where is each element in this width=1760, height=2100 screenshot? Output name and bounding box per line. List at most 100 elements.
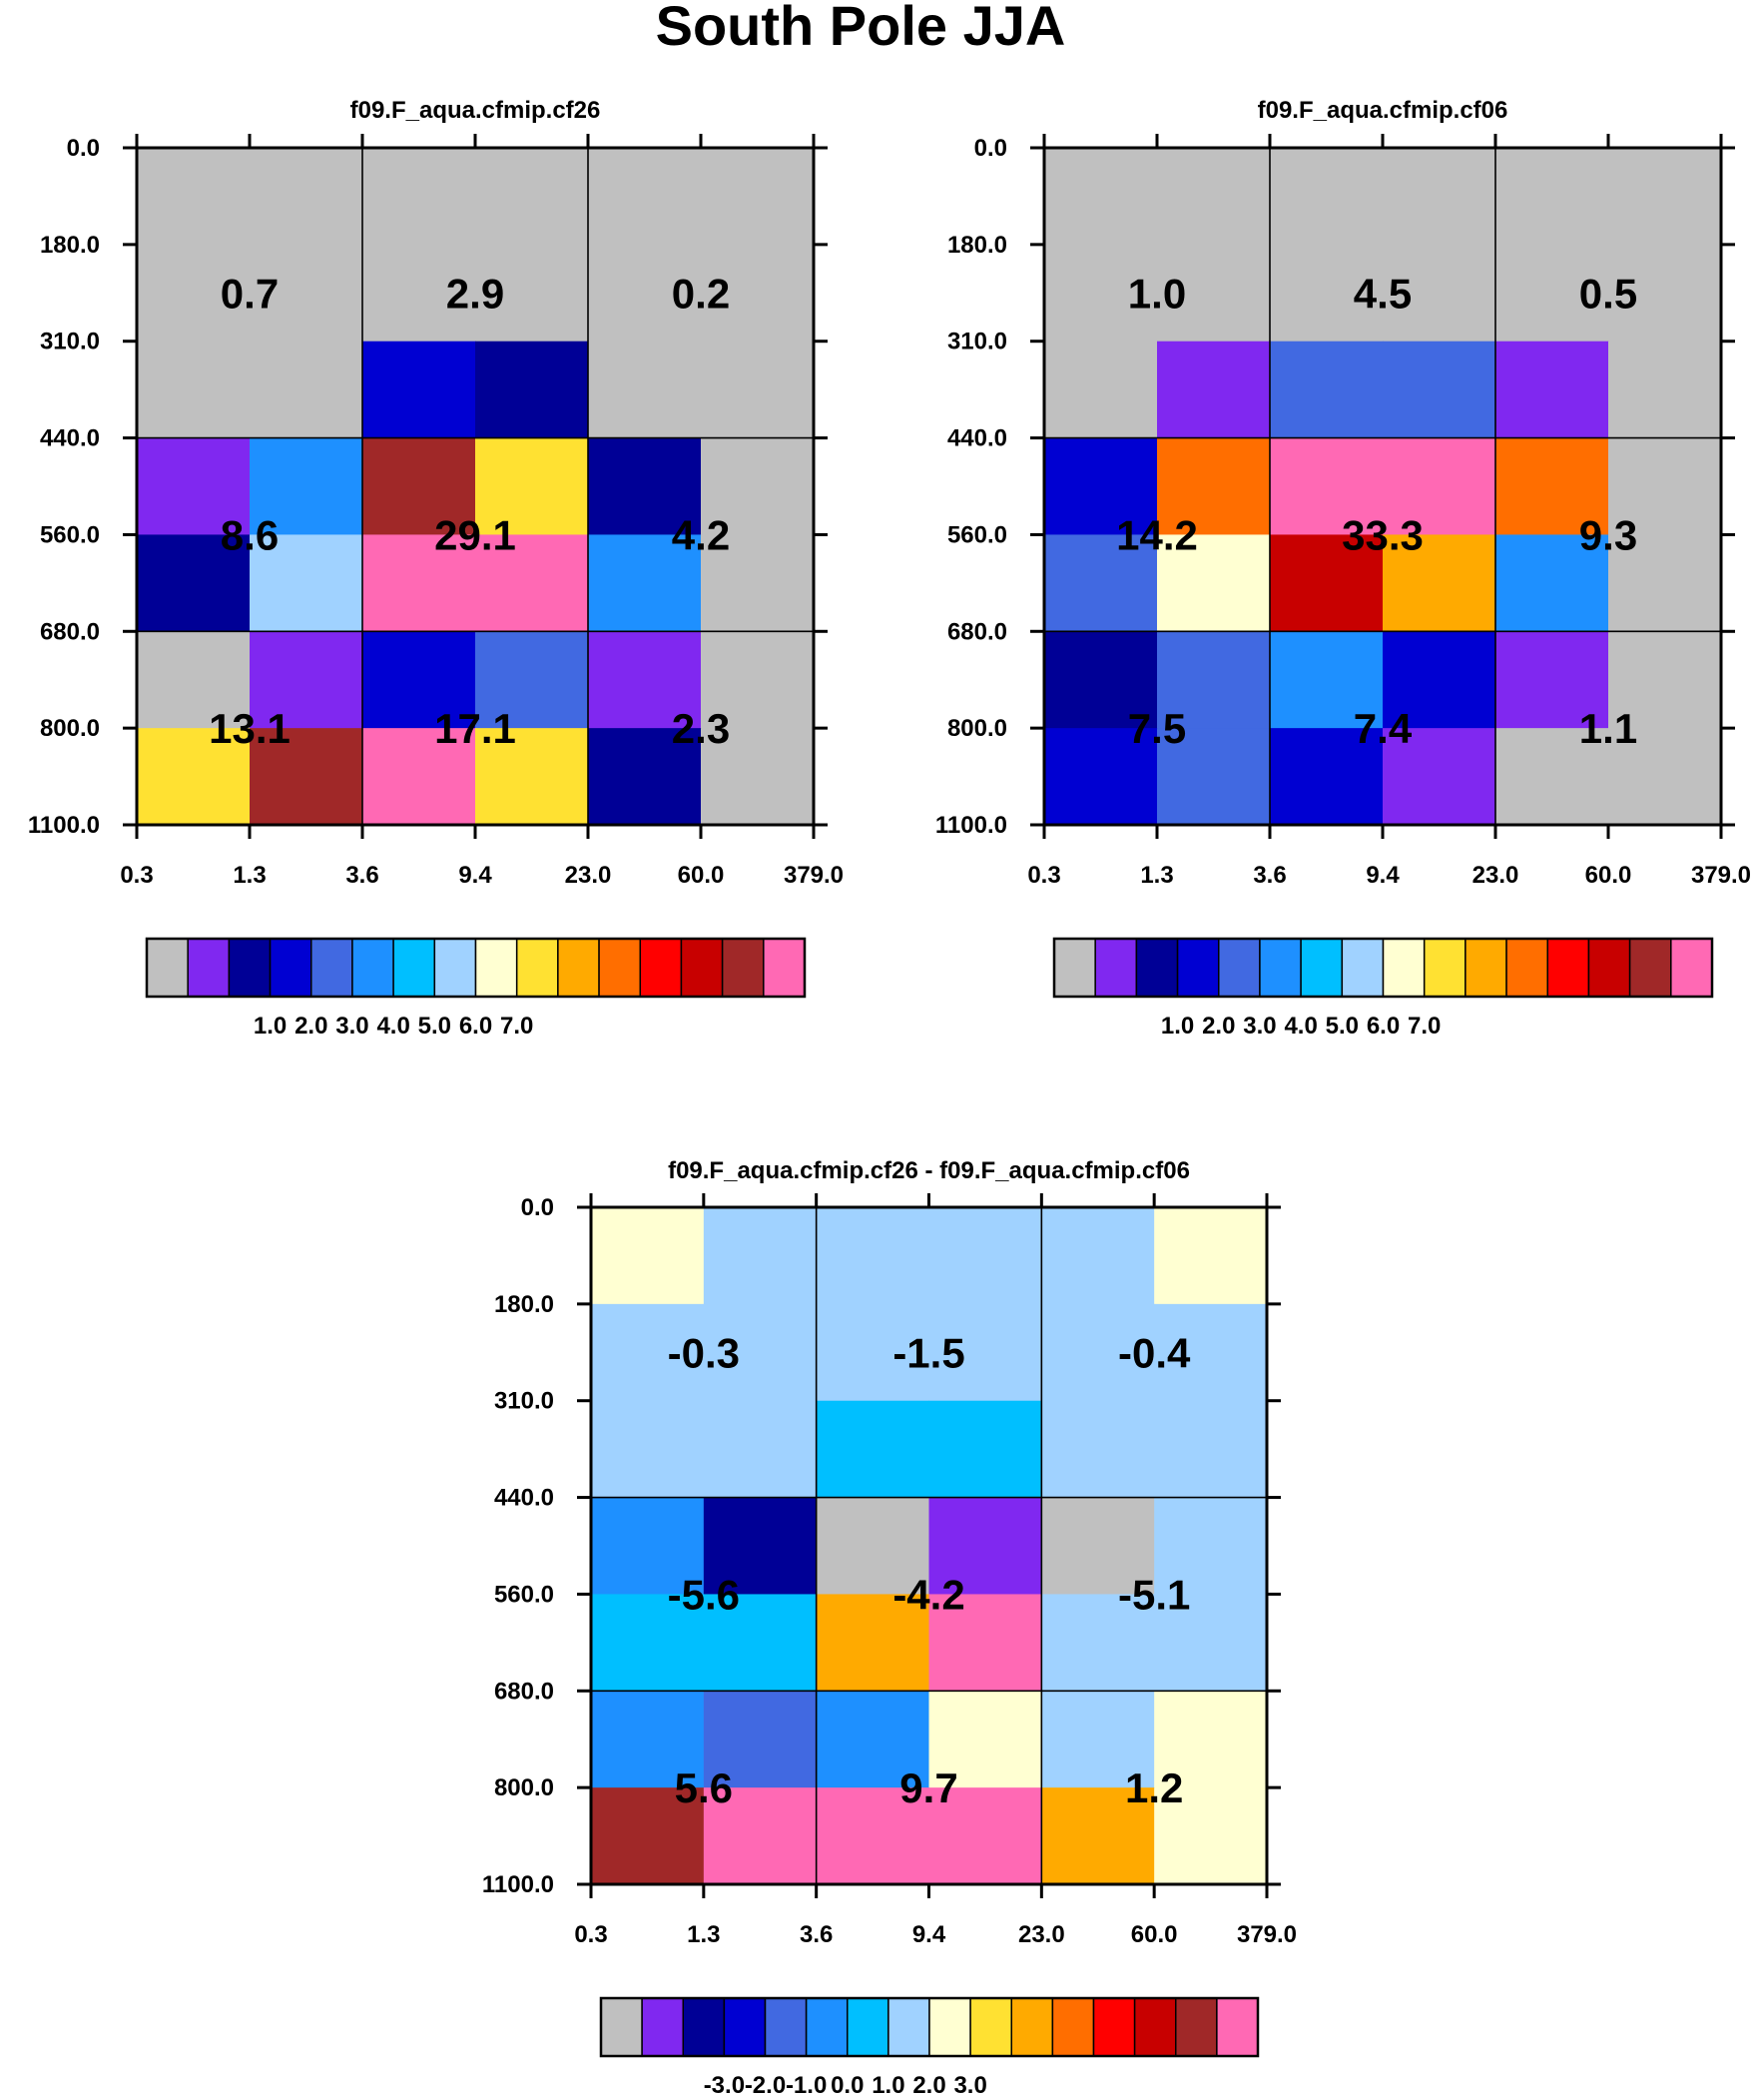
heatmap-cell: [475, 728, 589, 826]
block-grid: [591, 1207, 1267, 1884]
x-tick-label: 23.0: [1018, 1921, 1065, 1948]
y-tick-label: 180.0: [40, 232, 100, 259]
colorbar-label: 4.0: [1284, 1013, 1317, 1040]
block-value-label: 8.6: [221, 511, 279, 558]
x-tick-label: 0.3: [1027, 862, 1060, 889]
heatmap-cell: [701, 631, 815, 729]
heatmap-cell: [362, 244, 476, 343]
heatmap-cell: [1041, 1594, 1155, 1692]
heatmap-cell: [1154, 1691, 1268, 1788]
heatmap-cell: [1044, 244, 1158, 343]
heatmap-cell: [137, 341, 251, 439]
x-tick-label: 379.0: [1691, 862, 1751, 889]
heatmap-cell: [137, 148, 251, 246]
colorbar-label: 3.0: [953, 2072, 986, 2099]
y-tick-label: 310.0: [947, 329, 1007, 355]
block-value-label: 1.0: [1128, 270, 1186, 317]
colorbar-swatch: [763, 938, 806, 998]
heatmap-cell: [703, 1207, 818, 1305]
colorbar-label: 6.0: [459, 1013, 492, 1040]
x-tick-label: 3.6: [800, 1921, 833, 1948]
colorbar-swatch: [1423, 938, 1467, 998]
colorbar-swatch: [969, 1997, 1012, 2057]
heatmap-cell: [1608, 728, 1722, 826]
heatmap-cell: [1270, 437, 1384, 536]
y-tick-label: 1100.0: [482, 1871, 554, 1898]
block-value-label: 0.2: [672, 270, 730, 317]
x-tick-label: 23.0: [565, 862, 612, 889]
colorbar-swatch: [1465, 938, 1507, 998]
x-tick-label: 3.6: [1253, 862, 1286, 889]
y-tick-label: 310.0: [494, 1388, 554, 1415]
colorbar-swatch: [805, 1997, 849, 2057]
block-value-label: -0.3: [668, 1329, 740, 1376]
heatmap-cell: [1044, 148, 1158, 246]
x-tick-label: 379.0: [784, 862, 844, 889]
heatmap-cell: [1608, 341, 1722, 439]
y-tick-label: 680.0: [40, 618, 100, 645]
colorbar-swatch: [269, 938, 312, 998]
panel-3: f09.F_aqua.cfmip.cf26 - f09.F_aqua.cfmip…: [482, 1157, 1297, 2099]
y-tick-label: 440.0: [947, 425, 1007, 452]
colorbar-swatch: [1133, 1997, 1177, 2057]
x-tick-label: 9.4: [458, 862, 492, 889]
axes: 0.3 1.3 3.6 9.4 23.0 60.0 379.0 0.0 180.0 310.0 44…: [935, 134, 1751, 889]
heatmap-cell: [701, 148, 815, 246]
heatmap-cell: [591, 1691, 705, 1788]
y-tick-label: 440.0: [494, 1485, 554, 1512]
heatmap-cell: [928, 1303, 1042, 1402]
heatmap-cell: [816, 1787, 930, 1885]
heatmap-cell: [1157, 728, 1271, 826]
heatmap-cell: [1154, 1787, 1268, 1885]
heatmap-cell: [703, 1497, 818, 1596]
y-tick-label: 180.0: [947, 232, 1007, 259]
heatmap-cell: [588, 534, 702, 632]
heatmap-cell: [362, 148, 476, 246]
heatmap-cell: [1157, 244, 1271, 343]
heatmap-cell: [1041, 1691, 1155, 1788]
heatmap-cell: [703, 1400, 818, 1499]
heatmap-cell: [1608, 631, 1722, 729]
block-value-label: 1.2: [1125, 1764, 1183, 1811]
y-tick-label: 560.0: [40, 521, 100, 548]
heatmap-cell: [1270, 341, 1384, 439]
colorbar-swatch: [1259, 938, 1302, 998]
block-value-label: 33.3: [1342, 511, 1424, 558]
block-value-label: 0.5: [1579, 270, 1637, 317]
block-values: 0.7 2.9 0.2 8.6 29.1 4.2 13.1 17.1 2.3: [209, 270, 730, 752]
heatmap-cell: [588, 244, 702, 343]
block-value-label: -5.6: [668, 1571, 740, 1618]
colorbar-swatch: [682, 1997, 726, 2057]
heatmap-cell: [1041, 1303, 1155, 1402]
block-value-label: 7.4: [1354, 705, 1413, 752]
colorbar-swatch: [1051, 1997, 1095, 2057]
heatmap-cells: [137, 148, 815, 826]
heatmap-cell: [1608, 148, 1722, 246]
colorbar-swatch: [392, 938, 436, 998]
y-tick-label: 800.0: [947, 715, 1007, 742]
colorbar-swatch: [847, 1997, 889, 2057]
colorbar-swatch: [1341, 938, 1385, 998]
colorbar: 1.0 2.0 3.0 4.0 5.0 6.0 7.0: [1052, 937, 1714, 1040]
heatmap-cell: [1157, 148, 1271, 246]
x-tick-label: 0.3: [574, 1921, 607, 1948]
heatmap-cell: [1270, 631, 1384, 729]
colorbar-swatch: [641, 1997, 684, 2057]
heatmap-cell: [1157, 341, 1271, 439]
block-value-label: 4.5: [1354, 270, 1412, 317]
heatmap-cell: [588, 437, 702, 536]
heatmap-cell: [1608, 244, 1722, 343]
colorbar-label: 6.0: [1367, 1013, 1400, 1040]
colorbar-label: -2.0: [745, 2072, 786, 2099]
x-tick-label: 1.3: [1140, 862, 1173, 889]
panel-1: f09.F_aqua.cfmip.cf26 0.3 1.3 3.6 9.4 23.0 60.…: [28, 97, 844, 1040]
colorbar-swatch: [1670, 938, 1713, 998]
colorbar-label: 4.0: [376, 1013, 409, 1040]
heatmap-cell: [1154, 1594, 1268, 1692]
block-value-label: 4.2: [672, 511, 730, 558]
heatmap-cell: [588, 148, 702, 246]
heatmap-cell: [701, 244, 815, 343]
heatmap-cell: [1608, 437, 1722, 536]
colorbar-swatch: [1135, 938, 1179, 998]
block-value-label: 29.1: [434, 511, 516, 558]
